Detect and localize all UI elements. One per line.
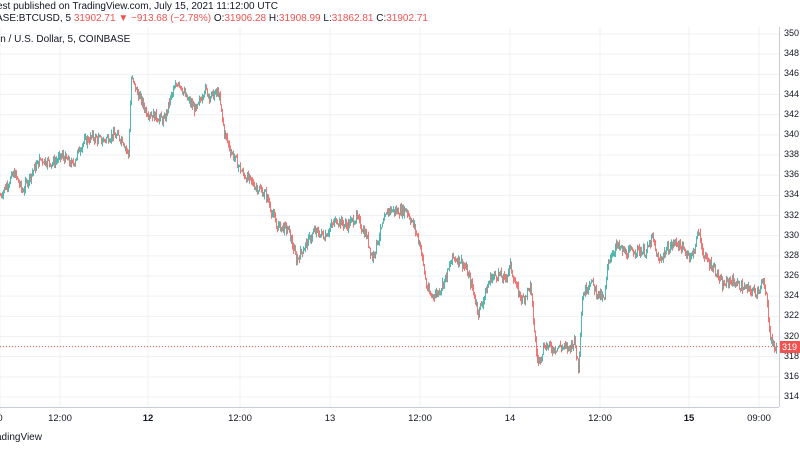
low-value: 31862.81	[331, 13, 374, 24]
price-axis[interactable]: 350 348 346 344 342 340 338 336 334 332 330 328 326 3…	[779, 27, 800, 407]
chart-plot-area[interactable]	[0, 27, 779, 408]
close-label: C:	[376, 13, 387, 24]
candles-group	[0, 75, 777, 374]
time-tick-label: 12:00	[588, 413, 612, 424]
price-tick-label: 340	[784, 128, 800, 139]
open-value: 31906.28	[224, 13, 267, 24]
time-tick-label: 12:00	[48, 413, 72, 424]
price-tick-label: 344	[784, 88, 800, 99]
ohlc-legend: ASE:BTCUSD, 5 31902.71 ▼ −913.68 (−2.78%…	[0, 13, 428, 24]
time-tick-label: 12	[142, 413, 154, 424]
price-tick-label: 316	[784, 370, 800, 381]
price-tick-label: 322	[784, 310, 800, 321]
price-tick-label: 338	[784, 149, 800, 159]
time-tick-label: 09:00	[747, 413, 771, 424]
price-tick-label: 314	[784, 391, 800, 401]
high-label: H:	[268, 13, 279, 24]
time-tick-label: 0	[0, 413, 3, 424]
tradingview-credit: adingView	[0, 432, 42, 443]
time-tick-label: 13	[324, 413, 336, 424]
price-tick-label: 342	[784, 108, 800, 119]
price-tick-label: 336	[784, 169, 800, 180]
published-text: est published on TradingView.com, July 1…	[0, 1, 278, 12]
time-tick-label: 12:00	[228, 413, 252, 424]
time-tick-label: 14	[504, 413, 516, 424]
price-tick-label: 328	[784, 249, 800, 260]
change-value: ▼ −913.68 (−2.78%)	[118, 13, 212, 24]
price-tick-label: 324	[784, 290, 800, 301]
price-tick-label: 332	[784, 209, 800, 220]
price-tick-label: 334	[784, 189, 800, 200]
last-price: 31902.71	[73, 13, 116, 24]
open-label: O:	[213, 13, 225, 24]
price-tick-label: 350	[784, 28, 800, 38]
publication-header: est published on TradingView.com, July 1…	[0, 0, 800, 14]
series-title: in / U.S. Dollar, 5, COINBASE	[0, 34, 131, 45]
candlestick-chart[interactable]	[0, 27, 779, 407]
time-axis[interactable]: 0 12:00 12 12:00 13 12:00 14 12:00 15 09:00	[0, 407, 780, 429]
price-tick-label: 330	[784, 229, 800, 240]
current-price-badge: 319	[780, 340, 800, 353]
price-tick-label: 318	[784, 350, 800, 361]
price-tick-label: 326	[784, 270, 800, 280]
price-tick-label: 348	[784, 48, 800, 59]
price-tick-label: 346	[784, 68, 800, 79]
low-label: L:	[323, 13, 332, 24]
high-value: 31908.99	[278, 13, 321, 24]
close-value: 31902.71	[386, 13, 428, 24]
time-tick-label: 15	[683, 413, 695, 424]
price-tick-label: 320	[784, 330, 800, 341]
symbol-label: ASE:BTCUSD, 5	[0, 13, 72, 24]
time-tick-label: 12:00	[408, 413, 432, 424]
